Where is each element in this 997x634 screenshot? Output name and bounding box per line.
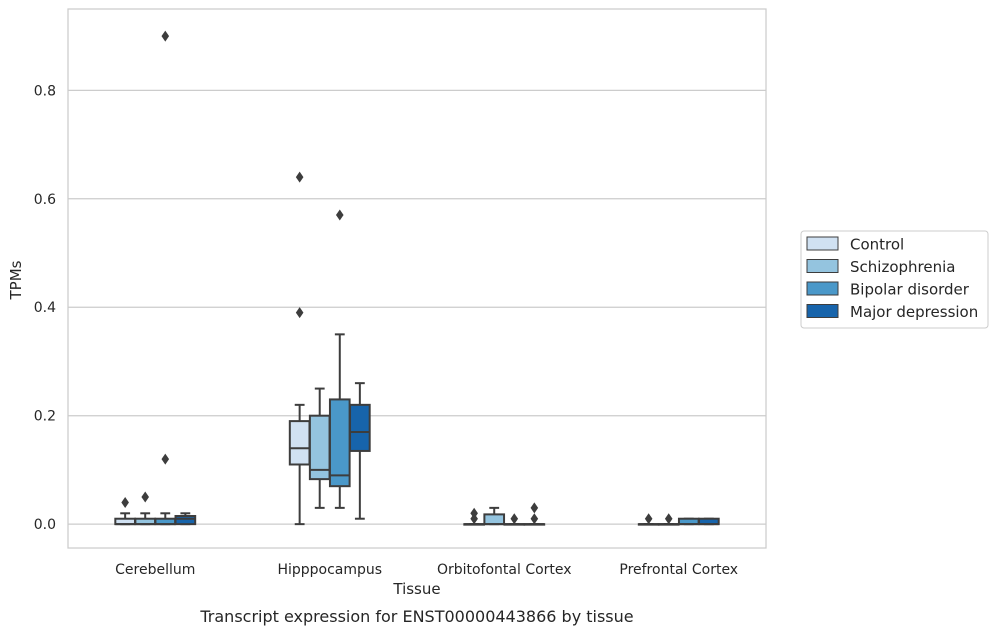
outlier-point: [121, 496, 129, 508]
outlier-point: [644, 513, 653, 525]
legend: Control Schizophrenia Bipolar disorder Majo…: [800, 230, 989, 329]
x-tick-label: Hipppocampus: [277, 562, 382, 578]
box-schizophrenia: [483, 506, 506, 526]
x-tick-label: Orbitofontal Cortex: [437, 562, 572, 578]
x-tick-label: Cerebellum: [115, 562, 195, 578]
chart-caption: Transcript expression for ENST0000044386…: [199, 607, 633, 626]
y-tick-label: 0.0: [34, 517, 56, 533]
x-axis-label: Tissue: [392, 580, 440, 598]
box-body: [288, 420, 311, 466]
legend-label: Control: [850, 236, 904, 254]
outlier-point: [470, 507, 478, 519]
outlier-point: [141, 491, 150, 503]
boxes: [114, 30, 720, 526]
outlier-point: [664, 513, 673, 525]
y-tick-label: 0.6: [34, 192, 56, 208]
box-body: [483, 513, 506, 526]
box-control: [288, 171, 311, 526]
x-tick-labels: Cerebellum Hipppocampus Orbitofontal Corte…: [115, 562, 738, 578]
legend-swatch: [806, 281, 839, 296]
outlier-point: [335, 209, 344, 221]
box-major-depression: [174, 512, 197, 526]
legend-label: Schizophrenia: [850, 258, 955, 276]
box-control: [637, 513, 660, 526]
box-body: [328, 398, 351, 488]
outlier-point: [161, 30, 170, 42]
plot-area-frame: [67, 8, 767, 549]
y-tick-labels: 0.0 0.2 0.4 0.6 0.8: [34, 83, 56, 533]
y-tick-label: 0.8: [34, 83, 56, 99]
y-axis-label: TPMs: [7, 260, 25, 300]
box-control: [463, 507, 485, 526]
legend-swatch: [806, 304, 839, 318]
box-schizophrenia: [134, 491, 157, 526]
y-tick-label: 0.4: [34, 300, 56, 316]
legend-frame: [800, 230, 989, 329]
box-body: [174, 515, 197, 526]
legend-swatch: [806, 236, 839, 251]
outlier-point: [295, 307, 304, 319]
y-tick-label: 0.2: [34, 409, 56, 425]
box-schizophrenia: [308, 387, 331, 509]
box-major-depression: [698, 517, 720, 526]
outlier-point: [510, 513, 519, 525]
outlier-point: [530, 513, 539, 525]
box-schizophrenia: [657, 513, 680, 526]
outlier-point: [530, 502, 539, 514]
box-body: [349, 403, 371, 452]
legend-swatch: [806, 259, 839, 273]
box-control: [114, 496, 136, 526]
outlier-point: [161, 453, 170, 465]
gridlines: [68, 89, 766, 525]
x-tick-label: Prefrontal Cortex: [619, 562, 738, 578]
box-major-depression: [349, 382, 371, 520]
box-bipolar-disorder: [677, 517, 700, 526]
box-bipolar-disorder: [503, 513, 526, 526]
outlier-point: [295, 171, 304, 183]
legend-label: Major depression: [850, 303, 978, 321]
box-bipolar-disorder: [154, 30, 177, 526]
legend-label: Bipolar disorder: [850, 281, 970, 299]
box-major-depression: [523, 502, 546, 526]
box-bipolar-disorder: [328, 209, 351, 509]
